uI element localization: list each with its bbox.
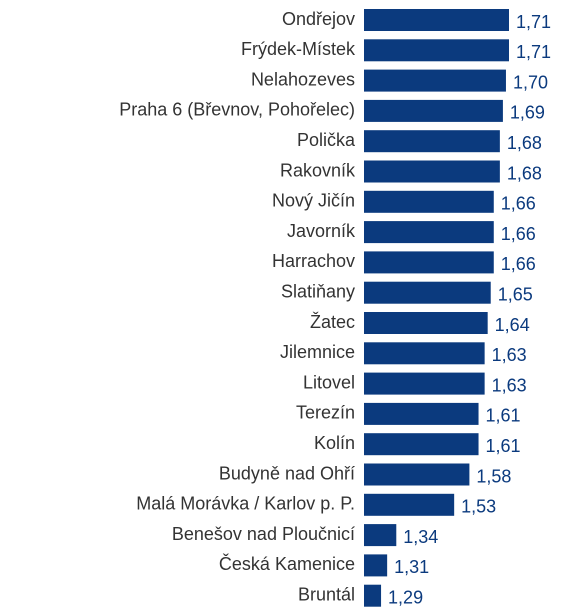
- value-label: 1,65: [498, 284, 533, 304]
- bar: [364, 463, 470, 486]
- category-label: Nový Jičín: [272, 191, 355, 211]
- bar: [364, 584, 382, 607]
- bar: [364, 221, 494, 244]
- value-label: 1,71: [516, 12, 551, 32]
- value-label: 1,66: [501, 194, 536, 214]
- value-label: 1,66: [501, 224, 536, 244]
- bar: [364, 554, 388, 577]
- category-label: Terezín: [296, 403, 355, 423]
- bar: [364, 9, 509, 31]
- bar: [364, 342, 485, 365]
- category-label: Česká Kamenice: [219, 553, 355, 574]
- bar: [364, 524, 397, 547]
- category-label: Benešov nad Ploučnicí: [172, 524, 355, 544]
- value-label: 1,31: [394, 557, 429, 577]
- category-label: Litovel: [303, 372, 355, 392]
- value-label: 1,58: [476, 466, 511, 486]
- value-label: 1,71: [516, 42, 551, 62]
- bar: [364, 39, 509, 62]
- category-label: Ondřejov: [282, 9, 355, 29]
- category-label: Malá Morávka / Karlov p. P.: [136, 494, 355, 514]
- category-label: Bruntál: [298, 584, 355, 604]
- value-label: 1,68: [507, 163, 542, 183]
- category-label: Praha 6 (Břevnov, Pohořelec): [119, 100, 355, 120]
- value-label: 1,68: [507, 133, 542, 153]
- bar: [364, 190, 494, 213]
- category-label: Jilemnice: [280, 342, 355, 362]
- category-label: Harrachov: [272, 251, 355, 271]
- value-label: 1,63: [492, 375, 527, 395]
- value-label: 1,29: [388, 587, 423, 607]
- category-label: Nelahozeves: [251, 69, 355, 89]
- bar: [364, 372, 485, 395]
- category-label: Frýdek-Místek: [241, 39, 356, 59]
- category-label: Javorník: [287, 221, 356, 241]
- category-label: Budyně nad Ohří: [219, 463, 355, 483]
- bar: [364, 99, 503, 122]
- value-label: 1,63: [492, 345, 527, 365]
- value-label: 1,70: [513, 72, 548, 92]
- bar: [364, 493, 455, 516]
- category-label: Polička: [297, 130, 356, 150]
- value-label: 1,61: [486, 406, 521, 426]
- bar: [364, 251, 494, 274]
- category-label: Slatiňany: [281, 281, 355, 301]
- bar: [364, 281, 491, 304]
- bar: [364, 130, 500, 153]
- value-label: 1,53: [461, 497, 496, 517]
- value-label: 1,69: [510, 103, 545, 123]
- value-label: 1,34: [403, 527, 438, 547]
- bar: [364, 433, 479, 456]
- category-label: Rakovník: [280, 160, 356, 180]
- bar: [364, 69, 506, 92]
- category-label: Kolín: [314, 433, 355, 453]
- value-label: 1,64: [495, 315, 530, 335]
- bar: [364, 160, 500, 183]
- bar: [364, 312, 488, 334]
- value-label: 1,66: [501, 254, 536, 274]
- category-label: Žatec: [310, 312, 355, 332]
- bar: [364, 402, 479, 425]
- value-label: 1,61: [486, 436, 521, 456]
